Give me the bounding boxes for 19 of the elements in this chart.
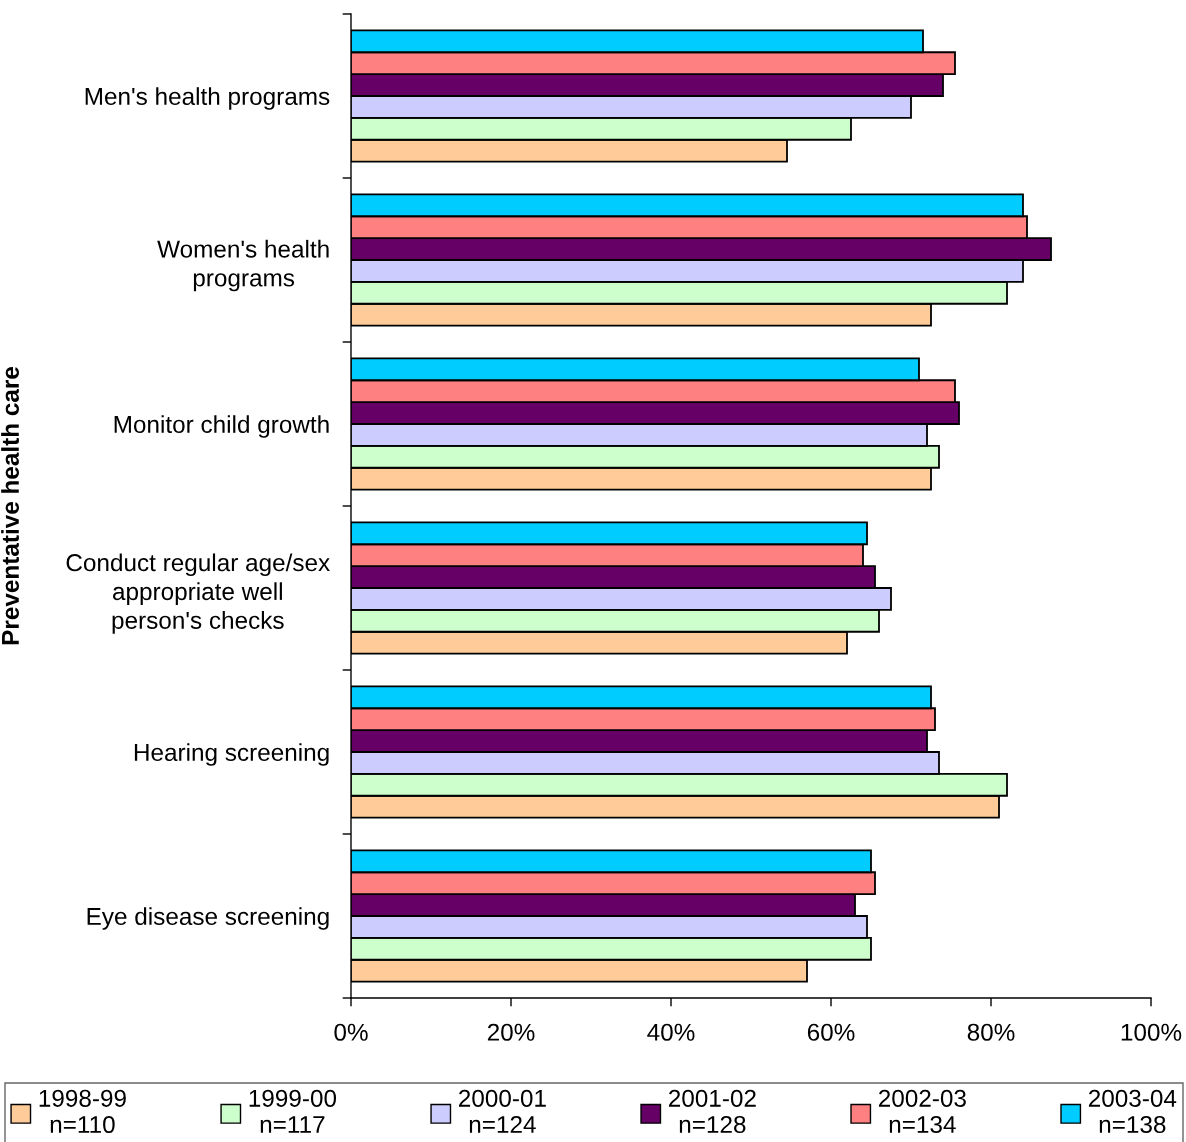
y-tick-label: Men's health programs xyxy=(85,87,330,110)
legend-label: 2001-02 n=128 xyxy=(668,1089,756,1134)
x-tick-label: 0% xyxy=(334,1023,368,1041)
x-tick-label: 100% xyxy=(1121,1023,1182,1041)
legend-label: 1999-00 n=117 xyxy=(249,1089,337,1133)
x-tick-label: 40% xyxy=(647,1023,695,1041)
legend-label: 2002-03 n=134 xyxy=(878,1089,966,1134)
y-tick-label: Conduct regular age/sex appropriate well person's checks xyxy=(66,553,330,634)
y-tick-label: Eye disease screening xyxy=(87,907,329,930)
y-tick-label: Monitor child growth xyxy=(114,415,329,438)
y-axis-title: Preventative health care xyxy=(1,366,19,645)
legend-label: 1998-99 n=110 xyxy=(39,1089,126,1134)
x-tick-label: 80% xyxy=(967,1023,1015,1041)
legend-label: 2000-01 n=124 xyxy=(459,1089,546,1133)
x-tick-label: 60% xyxy=(807,1023,855,1041)
legend-label: 2003-04 n=138 xyxy=(1088,1089,1177,1134)
y-tick-label: Hearing screening xyxy=(134,743,329,766)
x-tick-label: 20% xyxy=(487,1023,535,1041)
y-tick-label: Women's health programs xyxy=(157,239,329,292)
